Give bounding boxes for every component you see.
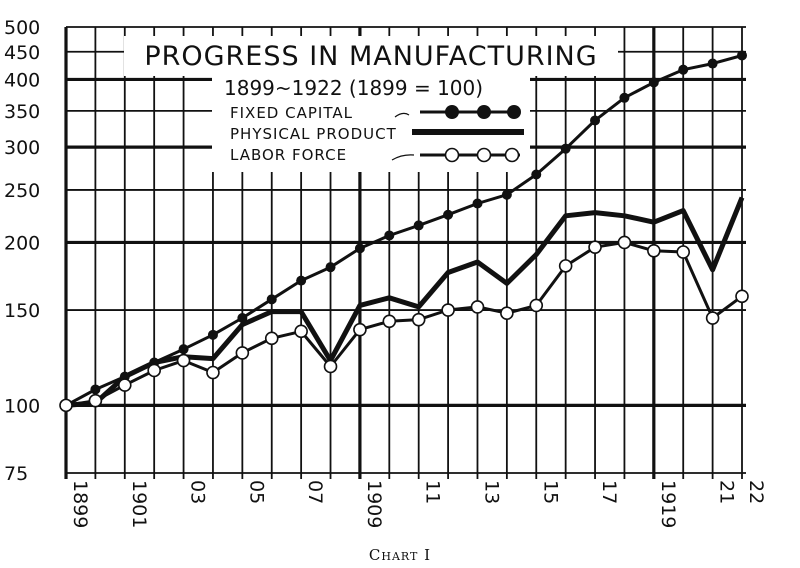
x-tick-label: 1899 bbox=[69, 480, 91, 528]
x-tick-label: 13 bbox=[480, 480, 502, 504]
data-point-fixed-capital bbox=[501, 189, 512, 200]
data-point-fixed-capital bbox=[354, 243, 365, 254]
x-tick-label-group: 05 bbox=[245, 480, 267, 504]
chart-caption: Chart I bbox=[368, 546, 432, 564]
data-point-fixed-capital bbox=[619, 92, 630, 103]
x-tick-label: 15 bbox=[539, 480, 561, 504]
data-point-labor-force bbox=[411, 312, 426, 327]
data-point-labor-force bbox=[59, 398, 73, 413]
chart-title: PROGRESS IN MANUFACTURING bbox=[144, 40, 598, 72]
data-point-labor-force bbox=[206, 365, 220, 380]
data-point-fixed-capital bbox=[266, 294, 277, 305]
y-tick-label: 75 bbox=[4, 463, 28, 485]
data-point-fixed-capital bbox=[90, 384, 101, 395]
x-tick-label-group: 17 bbox=[598, 480, 620, 504]
data-point-labor-force bbox=[558, 259, 573, 273]
y-tick-label: 500 bbox=[4, 17, 40, 39]
data-point-labor-force bbox=[294, 324, 308, 339]
data-point-labor-force bbox=[647, 243, 661, 258]
data-point-fixed-capital bbox=[737, 50, 747, 61]
x-tick-label-group: 15 bbox=[539, 480, 561, 504]
data-point-labor-force bbox=[705, 311, 720, 325]
series-line-labor-force bbox=[65, 240, 743, 407]
data-point-labor-force bbox=[500, 306, 514, 321]
y-tick-label: 300 bbox=[4, 137, 40, 159]
x-tick-label-group: 1901 bbox=[128, 480, 150, 528]
x-tick-label: 1919 bbox=[657, 480, 679, 528]
x-tick-label: 07 bbox=[304, 480, 326, 504]
x-tick-label: 17 bbox=[598, 480, 620, 504]
data-point-labor-force bbox=[264, 331, 279, 346]
x-tick-label: 22 bbox=[745, 480, 767, 504]
data-point-labor-force bbox=[588, 240, 602, 254]
data-point-fixed-capital bbox=[413, 220, 424, 231]
data-point-labor-force bbox=[441, 303, 455, 317]
data-point-labor-force bbox=[88, 393, 103, 408]
data-point-fixed-capital bbox=[678, 64, 689, 75]
legend-label-labor-force: LABOR FORCE bbox=[230, 146, 348, 164]
x-tick-label: 1909 bbox=[363, 480, 385, 528]
data-point-labor-force bbox=[147, 363, 161, 378]
x-tick-label-group: 1909 bbox=[363, 480, 385, 528]
y-tick-label: 400 bbox=[4, 69, 40, 91]
data-point-labor-force bbox=[617, 235, 632, 250]
data-point-labor-force bbox=[529, 298, 544, 313]
data-point-fixed-capital bbox=[296, 275, 307, 286]
data-point-fixed-capital bbox=[384, 230, 395, 241]
x-tick-label: 03 bbox=[187, 480, 209, 504]
x-tick-label-group: 13 bbox=[480, 480, 502, 504]
data-point-fixed-capital bbox=[443, 209, 454, 220]
y-tick-label: 150 bbox=[4, 300, 40, 322]
data-point-fixed-capital bbox=[590, 115, 601, 126]
data-point-fixed-capital bbox=[325, 262, 336, 273]
series-line-fixed-capital bbox=[65, 54, 743, 407]
x-tick-label-group: 22 bbox=[745, 480, 767, 504]
data-point-fixed-capital bbox=[207, 329, 218, 340]
legend-label-physical-product: PHYSICAL PRODUCT bbox=[230, 125, 397, 143]
series-line-physical-product bbox=[65, 196, 745, 408]
y-tick-label: 250 bbox=[4, 180, 40, 202]
data-point-fixed-capital bbox=[237, 313, 248, 324]
y-tick-label: 350 bbox=[4, 101, 40, 123]
x-tick-label-group: 1919 bbox=[657, 480, 679, 528]
x-tick-label-group: 1899 bbox=[69, 480, 91, 528]
data-point-labor-force bbox=[235, 346, 250, 360]
data-point-labor-force bbox=[676, 245, 691, 259]
data-point-labor-force bbox=[735, 289, 749, 304]
data-point-fixed-capital bbox=[707, 58, 718, 69]
y-tick-label: 200 bbox=[4, 232, 40, 254]
y-tick-label: 450 bbox=[4, 42, 40, 64]
x-tick-label-group: 21 bbox=[716, 480, 738, 504]
data-point-fixed-capital bbox=[531, 169, 542, 180]
data-point-labor-force bbox=[470, 300, 485, 314]
x-tick-label-group: 07 bbox=[304, 480, 326, 504]
data-point-fixed-capital bbox=[472, 198, 483, 209]
data-point-labor-force bbox=[382, 314, 397, 329]
chart-title-box: PROGRESS IN MANUFACTURING bbox=[124, 36, 618, 76]
data-point-fixed-capital bbox=[648, 77, 659, 88]
data-point-labor-force bbox=[176, 353, 191, 368]
data-point-labor-force bbox=[323, 359, 338, 374]
x-tick-label-group: 11 bbox=[422, 480, 444, 504]
data-point-fixed-capital bbox=[560, 143, 571, 154]
x-tick-label: 21 bbox=[716, 480, 738, 504]
x-tick-label: 1901 bbox=[128, 480, 150, 528]
data-point-fixed-capital bbox=[178, 344, 189, 355]
x-tick-label: 05 bbox=[245, 480, 267, 504]
data-point-labor-force bbox=[117, 378, 132, 392]
legend-label-fixed-capital: FIXED CAPITAL bbox=[230, 104, 353, 122]
y-tick-label: 100 bbox=[4, 395, 40, 417]
x-tick-label-group: 03 bbox=[187, 480, 209, 504]
x-tick-label: 11 bbox=[422, 480, 444, 504]
chart-subtitle: 1899~1922 (1899 = 100) bbox=[224, 76, 484, 100]
data-point-labor-force bbox=[353, 322, 367, 337]
